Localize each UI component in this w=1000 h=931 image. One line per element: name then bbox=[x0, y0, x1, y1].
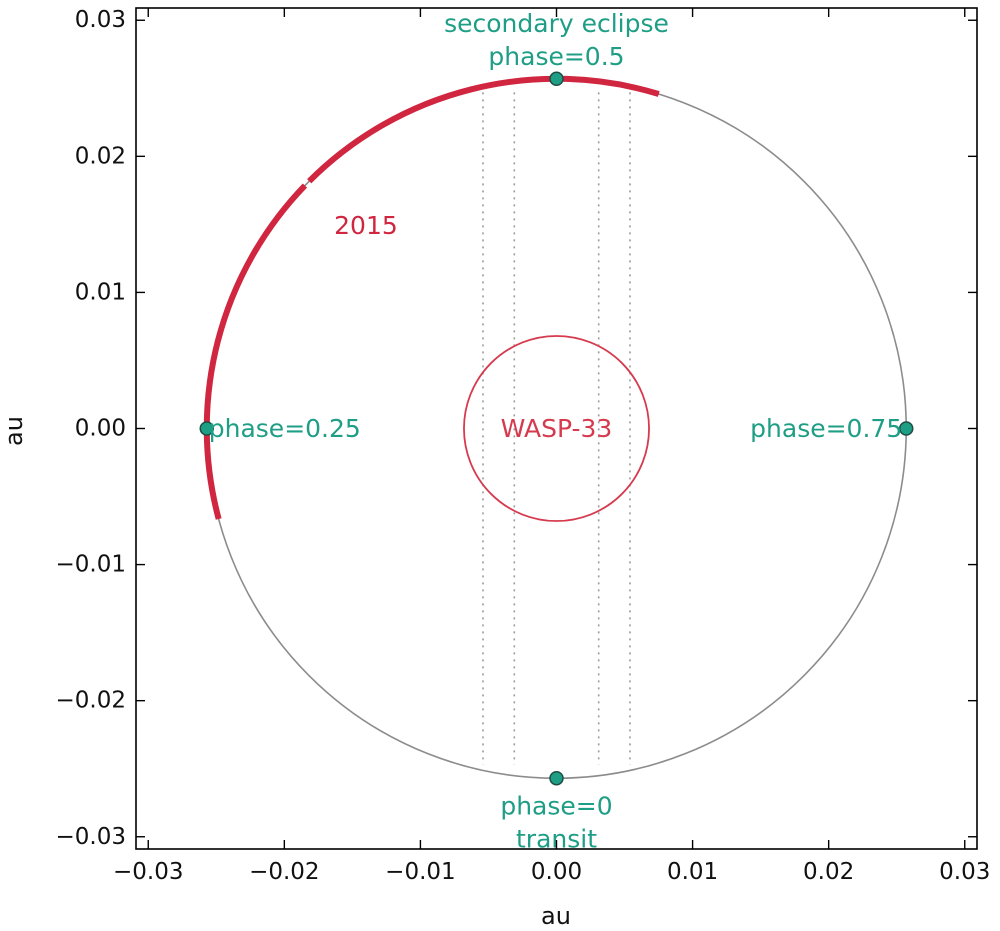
phase-point-2 bbox=[549, 71, 564, 87]
axes-frame bbox=[135, 7, 978, 850]
x-tick-label-1: −0.02 bbox=[249, 859, 319, 885]
phase-point-0 bbox=[549, 770, 564, 786]
observed-arcs: 2015 bbox=[203, 75, 660, 520]
phase-point-1 bbox=[199, 421, 215, 436]
star-layer: WASP-33 bbox=[463, 335, 650, 522]
x-axis-ticks: −0.03 −0.02 −0.01 0.00 0.01 0.02 0.03 bbox=[113, 8, 990, 885]
phase-label-2-line-1: phase=0.5 bbox=[488, 42, 624, 71]
phase-points bbox=[199, 71, 914, 786]
phase-label-1-line-0: phase=0.25 bbox=[209, 414, 361, 443]
phase-label-0-line-1: transit bbox=[516, 825, 597, 854]
star-circle bbox=[463, 335, 650, 522]
y-tick-label-5: −0.02 bbox=[56, 688, 126, 714]
y-tick-label-2: 0.01 bbox=[75, 279, 126, 305]
y-tick-label-0: 0.03 bbox=[75, 7, 126, 33]
y-axis-label: au bbox=[0, 416, 28, 446]
observed-arc-1 bbox=[203, 183, 308, 520]
y-axis-ticks: 0.03 0.02 0.01 0.00 −0.01 −0.02 −0.03 bbox=[56, 7, 977, 850]
y-tick-label-1: 0.02 bbox=[75, 143, 126, 169]
x-tick-label-6: 0.03 bbox=[939, 859, 990, 885]
x-tick-label-4: 0.01 bbox=[667, 859, 718, 885]
x-tick-label-5: 0.02 bbox=[803, 859, 854, 885]
phase-point-3 bbox=[898, 421, 914, 436]
star-label: WASP-33 bbox=[501, 414, 613, 443]
observed-arc-0 bbox=[307, 75, 660, 184]
x-tick-label-3: 0.00 bbox=[531, 859, 582, 885]
y-tick-label-3: 0.00 bbox=[75, 416, 126, 442]
y-tick-label-6: −0.03 bbox=[56, 824, 126, 850]
vertical-guide-lines bbox=[482, 92, 631, 765]
observed-arc-label: 2015 bbox=[334, 211, 398, 240]
plot-area: 2015 WASP-33 phase=0transitphase=0.25sec… bbox=[135, 7, 978, 854]
x-tick-label-0: −0.03 bbox=[113, 859, 183, 885]
y-tick-label-4: −0.01 bbox=[56, 552, 126, 578]
phase-label-0-line-0: phase=0 bbox=[500, 792, 612, 821]
phase-label-3-line-0: phase=0.75 bbox=[750, 414, 902, 443]
x-axis-label: au bbox=[541, 902, 571, 930]
x-tick-label-2: −0.01 bbox=[385, 859, 455, 885]
